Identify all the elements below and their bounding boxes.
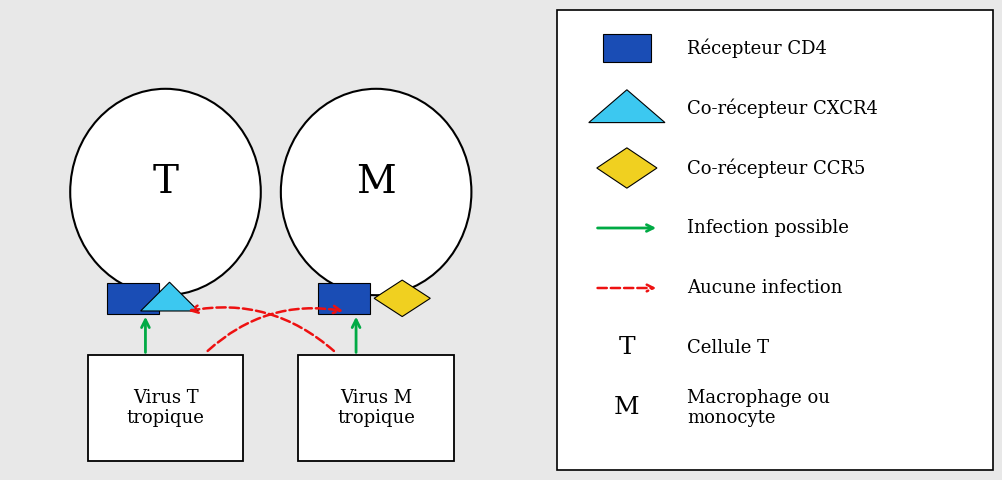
Polygon shape — [588, 90, 664, 122]
Text: Infection possible: Infection possible — [686, 219, 848, 237]
Text: Macrophage ou
monocyte: Macrophage ou monocyte — [686, 389, 830, 427]
Polygon shape — [140, 282, 198, 311]
Text: M: M — [613, 396, 639, 420]
Text: Récepteur CD4: Récepteur CD4 — [686, 38, 826, 58]
Text: Aucune infection: Aucune infection — [686, 279, 842, 297]
Bar — [602, 34, 650, 62]
Text: Co-récepteur CCR5: Co-récepteur CCR5 — [686, 158, 865, 178]
Text: Cellule T: Cellule T — [686, 339, 769, 357]
Bar — [556, 10, 992, 470]
Text: T: T — [618, 336, 634, 360]
Text: T: T — [152, 164, 178, 201]
Bar — [299, 355, 453, 461]
Bar — [88, 355, 242, 461]
Ellipse shape — [281, 89, 471, 295]
Bar — [318, 283, 370, 314]
Ellipse shape — [70, 89, 261, 295]
Bar — [107, 283, 159, 314]
Polygon shape — [596, 148, 656, 188]
Polygon shape — [374, 280, 430, 317]
Text: Virus T
tropique: Virus T tropique — [126, 389, 204, 427]
Text: Virus M
tropique: Virus M tropique — [337, 389, 415, 427]
Text: Co-récepteur CXCR4: Co-récepteur CXCR4 — [686, 98, 877, 118]
Text: M: M — [356, 164, 396, 201]
